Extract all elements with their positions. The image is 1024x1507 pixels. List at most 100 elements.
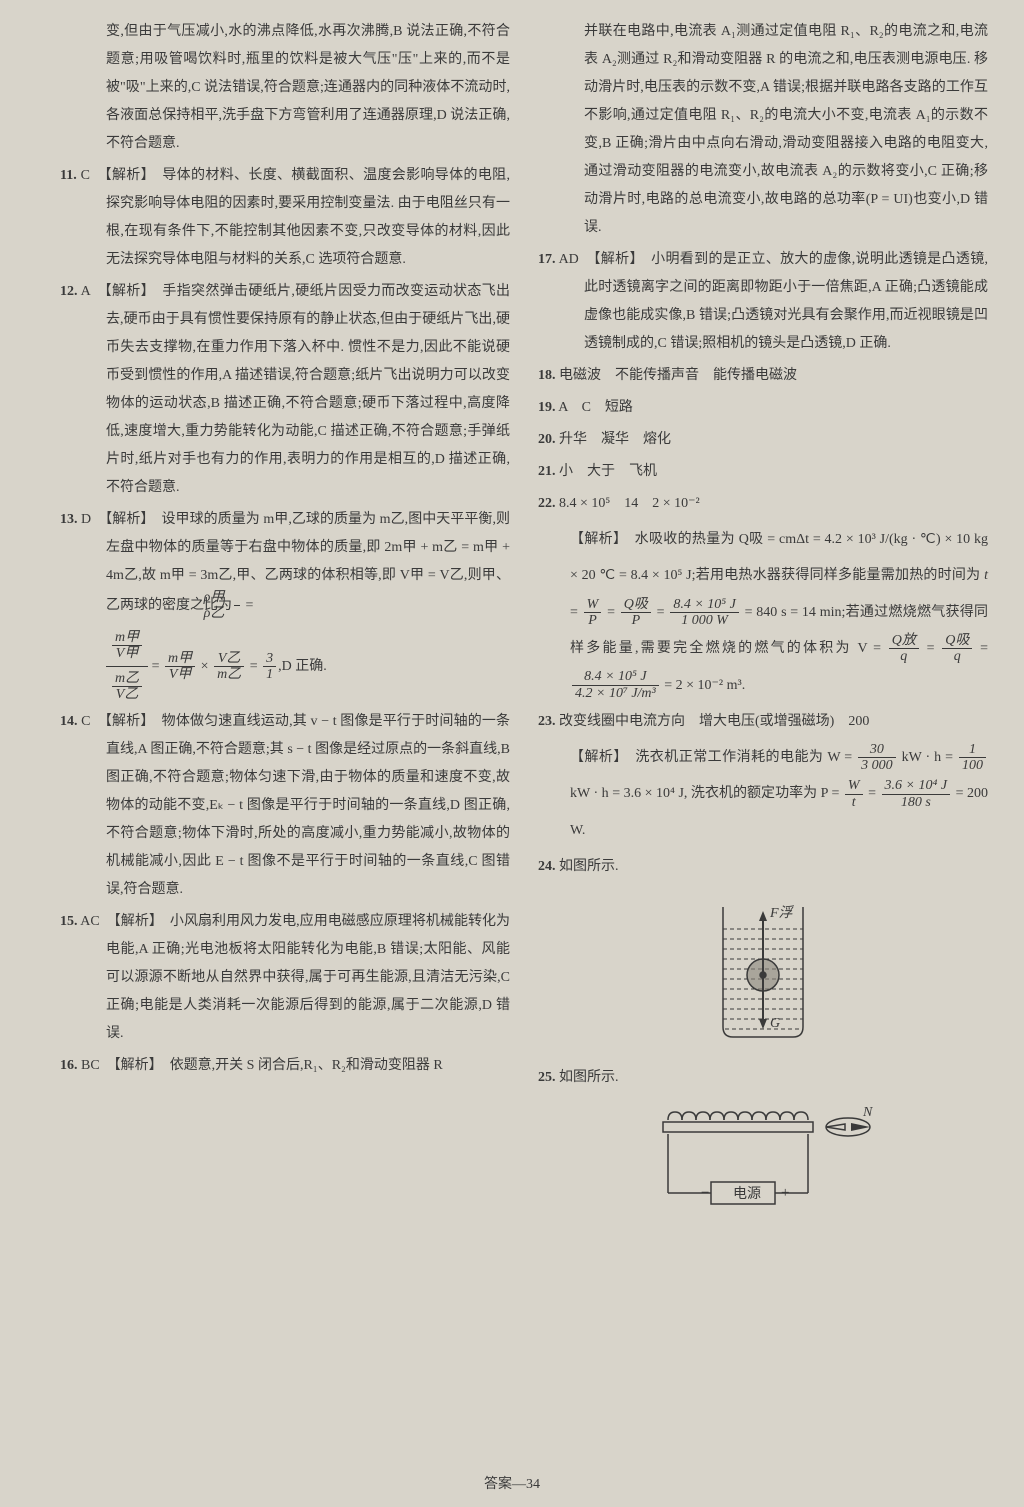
right-column: 并联在电路中,电流表 A₁测通过定值电阻 R₁、R₂的电流之和,电流表 A₂测通… [538,18,988,1235]
frac-den: V乙 [112,686,142,702]
tag: 【解析】 [105,512,147,527]
n-label: N [862,1105,873,1120]
q19: 19. A C 短路 [538,394,988,422]
qans: D [81,512,91,527]
g-label: G [770,1016,780,1031]
compound-fraction: m甲V甲 m乙V乙 [106,626,148,708]
svg-text:−: − [701,1185,709,1201]
frac-den: V甲 [165,666,195,682]
qans: AC [80,914,99,929]
frac: 3.6 × 10⁴ J180 s [882,778,951,810]
q24-text: 如图所示. [559,859,619,874]
qnum: 23. [538,714,556,729]
q22-ans: 8.4 × 10⁵ 14 2 × 10⁻² [559,496,700,511]
page-footer: 答案—34 [0,1473,1024,1493]
qans: C [81,168,90,183]
q12: 12. A 【解析】 手指突然弹击硬纸片,硬纸片因受力而改变运动状态飞出去,硬币… [60,278,510,502]
frac: 8.4 × 10⁵ J1 000 W [670,597,739,629]
q23-analysis: 【解析】 洗衣机正常工作消耗的电能为 W = 303 000 kW · h = … [538,740,988,849]
tag: 【解析】 [570,532,620,547]
frac-num: 8.4 × 10⁵ J [572,669,659,684]
tag: 【解析】 [593,252,636,267]
two-column-layout: 变,但由于气压减小,水的沸点降低,水再次沸腾,B 说法正确,不符合题意;用吸管喝… [60,18,990,1235]
qans: A [81,284,90,299]
electromagnet-circuit-icon: − + 电源 N [633,1098,893,1218]
q15-text: 小风扇利用风力发电,应用电磁感应原理将机械能转化为电能,A 正确;光电池板将太阳… [106,914,510,1041]
q23-text-d: kW · h = 3.6 × 10⁴ J, 洗衣机的额定功率为 P = [570,786,839,801]
qnum: 11. [60,168,77,183]
frac-den: 1 [263,666,276,682]
q17-text: 小明看到的是正立、放大的虚像,说明此透镜是凸透镜,此时透镜离字之间的距离即物距小… [584,252,988,351]
frac-den: 100 [959,757,986,773]
power-label: 电源 [733,1186,761,1202]
frac-num: 30 [858,742,896,757]
frac: 1100 [959,742,986,774]
frac: V乙m乙 [214,651,244,683]
q25: 25. 如图所示. [538,1064,988,1092]
q25-figure: − + 电源 N [538,1098,988,1229]
tag: 【解析】 [105,284,148,299]
qans: AD [559,252,579,267]
qnum: 18. [538,368,556,383]
frac-num: 3 [263,651,276,666]
qnum: 14. [60,714,78,729]
qnum: 16. [60,1058,78,1073]
qnum: 15. [60,914,78,929]
frac-den: 4.2 × 10⁷ J/m³ [572,685,659,701]
frac-den: 1 000 W [670,612,739,628]
q23-text-c: kW · h = [902,750,953,765]
frac-num: m甲 [165,651,195,666]
tag: 【解析】 [105,168,148,183]
qnum: 19. [538,400,556,415]
q24: 24. 如图所示. [538,853,988,881]
qnum: 21. [538,464,556,479]
tag: 【解析】 [114,1058,156,1073]
q13-text-c: ,D 正确. [278,659,327,674]
footer-text: 答案—34 [484,1477,540,1492]
tag: 【解析】 [105,714,148,729]
frac-den: V甲 [112,645,142,661]
q20: 20. 升华 凝华 熔化 [538,426,988,454]
q22: 22. 8.4 × 10⁵ 14 2 × 10⁻² [538,490,988,518]
q20-text: 升华 凝华 熔化 [559,432,671,447]
q15: 15. AC 【解析】 小风扇利用风力发电,应用电磁感应原理将机械能转化为电能,… [60,908,510,1048]
qnum: 13. [60,512,78,527]
q24-figure: F浮 G [538,887,988,1058]
frac-num: 1 [959,742,986,757]
frac: m甲V甲 [165,651,195,683]
qnum: 20. [538,432,556,447]
q10-cont: 变,但由于气压减小,水的沸点降低,水再次沸腾,B 说法正确,不符合题意;用吸管喝… [60,18,510,158]
frac-num: Q吸 [621,597,651,612]
q13: 13. D 【解析】 设甲球的质量为 m甲,乙球的质量为 m乙,图中天平平衡,则… [60,506,510,622]
frac-num: W [845,778,863,793]
qnum: 24. [538,859,556,874]
frac-num: V乙 [214,651,244,666]
frac-den: ρ乙 [234,605,240,621]
q14-text: 物体做匀速直线运动,其 v − t 图像是平行于时间轴的一条直线,A 图正确,不… [106,714,510,897]
q16: 16. BC 【解析】 依题意,开关 S 闭合后,R₁、R₂和滑动变阻器 R [60,1052,510,1080]
q16-text: 依题意,开关 S 闭合后,R₁、R₂和滑动变阻器 R [170,1058,443,1073]
tag: 【解析】 [114,914,156,929]
frac: WP [584,597,602,629]
frac-num: ρ甲 [234,590,240,605]
frac-num: Q吸 [942,633,972,648]
q21: 21. 小 大于 飞机 [538,458,988,486]
frac-den: m乙 [214,666,244,682]
qnum: 25. [538,1070,556,1085]
frac-den: t [845,794,863,810]
qnum: 17. [538,252,556,267]
q10-text: 变,但由于气压减小,水的沸点降低,水再次沸腾,B 说法正确,不符合题意;用吸管喝… [106,24,510,151]
frac-den: 180 s [882,794,951,810]
rho-fraction: ρ甲ρ乙 [234,590,240,622]
q23: 23. 改变线圈中电流方向 增大电压(或增强磁场) 200 [538,708,988,736]
frac: Q吸q [942,633,972,665]
frac: 31 [263,651,276,683]
frac-num: 8.4 × 10⁵ J [670,597,739,612]
q22-analysis: 【解析】 水吸收的热量为 Q吸 = cmΔt = 4.2 × 10³ J/(kg… [538,522,988,704]
q13-equation: m甲V甲 m乙V乙 = m甲V甲 × V乙m乙 = 31,D 正确. [60,626,510,708]
q19-text: A C 短路 [558,400,633,415]
frac: Q放q [889,633,919,665]
frac: 303 000 [858,742,896,774]
q23-ans: 改变线圈中电流方向 增大电压(或增强磁场) 200 [559,714,869,729]
frac-num: W [584,597,602,612]
